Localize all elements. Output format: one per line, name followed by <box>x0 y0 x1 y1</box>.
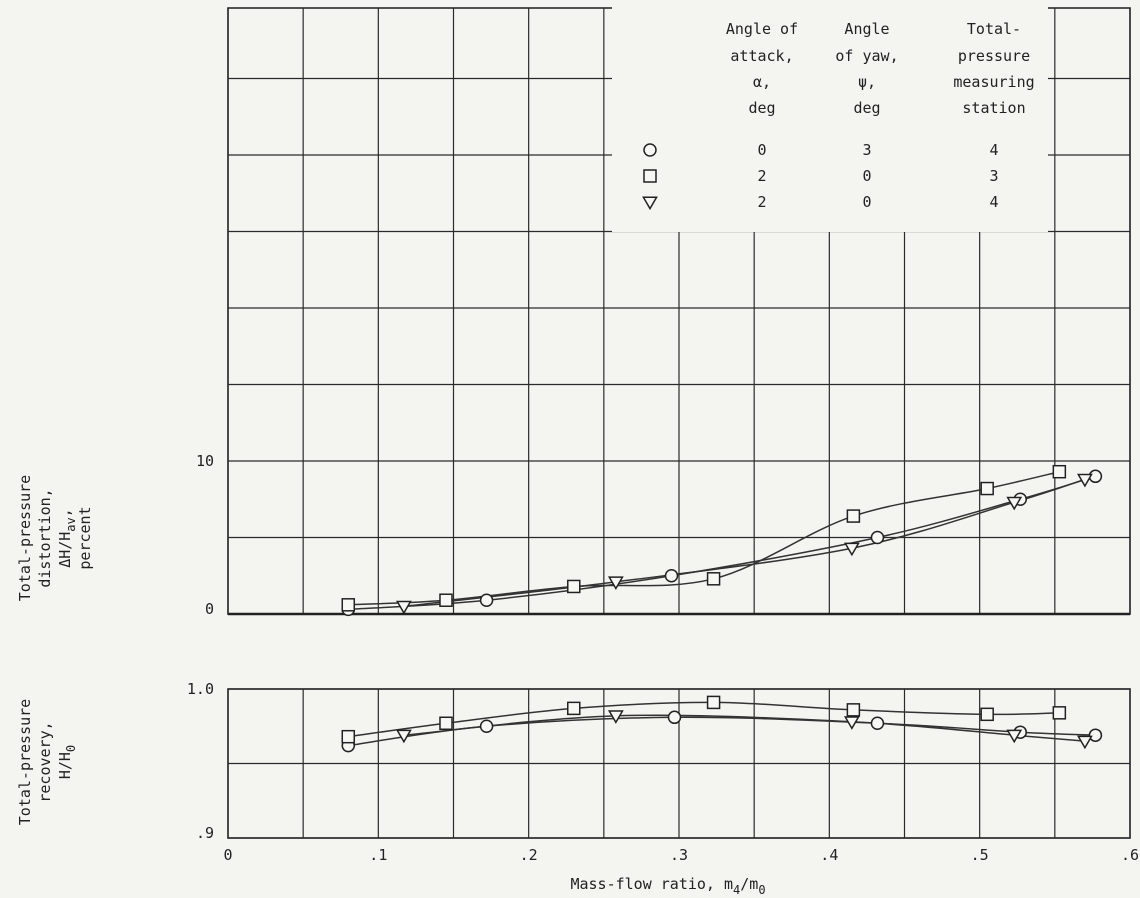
x-tick-label: .1 <box>369 846 387 864</box>
svg-text:recovery,: recovery, <box>36 721 54 802</box>
data-point-circle <box>870 716 885 731</box>
svg-text:H/H0: H/H0 <box>56 745 78 779</box>
data-point-triangle <box>1006 496 1023 511</box>
y-tick-label: 10 <box>196 452 214 470</box>
legend-station-value: 3 <box>989 167 998 185</box>
data-point-triangle <box>1076 735 1093 750</box>
data-point-triangle <box>395 600 412 615</box>
data-point-triangle <box>843 542 860 557</box>
svg-text:attack,: attack, <box>730 47 793 65</box>
recovery-y-axis-label: Total-pressure recovery, H/H0 <box>16 699 78 825</box>
x-tick-label: .2 <box>520 846 538 864</box>
data-point-circle <box>643 143 657 157</box>
svg-text:ΔH/Hav,: ΔH/Hav, <box>56 508 78 568</box>
data-point-square <box>341 598 356 612</box>
data-point-circle <box>667 710 682 725</box>
svg-text:distortion,: distortion, <box>36 488 54 587</box>
data-markers <box>341 464 1103 753</box>
data-point-square <box>1052 464 1067 479</box>
svg-text:α,: α, <box>753 73 771 91</box>
data-point-square <box>1052 706 1067 720</box>
data-point-square <box>846 703 861 717</box>
distortion-y-axis-label: Total-pressure distortion, ΔH/Hav, perce… <box>16 475 94 601</box>
recovery-frame <box>227 688 1131 839</box>
series-line-circle <box>348 475 1096 611</box>
legend-rows: 0 3 4 2 0 3 2 0 4 <box>642 141 999 211</box>
series-line-square <box>348 470 1060 606</box>
data-point-square <box>567 579 581 594</box>
legend-psi-value: 3 <box>862 141 871 159</box>
svg-text:ψ,: ψ, <box>858 73 876 91</box>
y-tick-label: 0 <box>205 600 214 618</box>
legend: Angle of attack, α, deg Angle of yaw, ψ,… <box>612 6 1048 232</box>
svg-text:percent: percent <box>76 506 94 569</box>
x-tick-label: 0 <box>223 846 232 864</box>
data-point-circle <box>1088 728 1103 742</box>
y-tick-label: .9 <box>196 824 214 842</box>
data-point-circle <box>479 719 494 733</box>
data-point-square <box>980 707 994 722</box>
legend-psi-value: 0 <box>862 167 871 185</box>
x-tick-label: .4 <box>820 846 838 864</box>
series-line-square <box>348 701 1060 738</box>
x-axis-label: Mass-flow ratio, m4/m0 <box>570 875 765 897</box>
x-tick-labels: 0 .1 .2 .3 .4 .5 .6 <box>223 846 1139 864</box>
data-point-square <box>567 701 581 716</box>
legend-psi-value: 0 <box>862 193 871 211</box>
recovery-grid <box>227 688 1131 839</box>
data-point-triangle <box>607 576 624 590</box>
data-point-circle <box>479 593 494 607</box>
data-point-circle <box>870 530 885 545</box>
legend-header-station: Total- pressure measuring station <box>953 20 1034 117</box>
legend-header-psi: Angle of yaw, ψ, deg <box>835 20 898 117</box>
data-point-square <box>439 716 453 731</box>
series-line-triangle-down <box>403 478 1086 608</box>
legend-header-alpha: Angle of attack, α, deg <box>726 20 798 117</box>
data-point-square <box>706 695 721 710</box>
svg-text:Total-pressure: Total-pressure <box>16 475 34 601</box>
svg-text:Angle: Angle <box>844 20 889 38</box>
data-point-triangle <box>1006 729 1023 744</box>
y-tick-label: 1.0 <box>187 680 214 698</box>
data-point-triangle <box>395 729 412 744</box>
svg-text:pressure: pressure <box>958 47 1030 65</box>
data-point-square <box>980 481 994 496</box>
svg-text:station: station <box>962 99 1025 117</box>
svg-text:of yaw,: of yaw, <box>835 47 898 65</box>
data-point-triangle <box>1076 473 1093 488</box>
x-tick-label: .5 <box>971 846 989 864</box>
legend-alpha-value: 2 <box>757 193 766 211</box>
data-point-triangle <box>642 196 658 211</box>
data-point-circle <box>664 569 679 583</box>
fitted-curves <box>348 470 1096 747</box>
svg-text:deg: deg <box>748 99 775 117</box>
x-tick-label: .3 <box>670 846 688 864</box>
svg-text:Angle of: Angle of <box>726 20 798 38</box>
data-point-square <box>439 593 453 607</box>
data-point-triangle <box>843 716 860 730</box>
svg-text:Total-: Total- <box>967 20 1021 38</box>
svg-text:measuring: measuring <box>953 73 1034 91</box>
svg-text:deg: deg <box>853 99 880 117</box>
data-point-square <box>846 509 861 523</box>
data-point-square <box>341 729 356 744</box>
data-point-triangle <box>607 710 624 724</box>
legend-station-value: 4 <box>989 193 998 211</box>
legend-alpha-value: 0 <box>757 141 766 159</box>
data-point-square <box>643 169 657 183</box>
data-point-square <box>706 572 721 586</box>
legend-station-value: 4 <box>989 141 998 159</box>
legend-alpha-value: 2 <box>757 167 766 185</box>
svg-text:Total-pressure: Total-pressure <box>16 699 34 825</box>
x-tick-label: .6 <box>1121 846 1139 864</box>
